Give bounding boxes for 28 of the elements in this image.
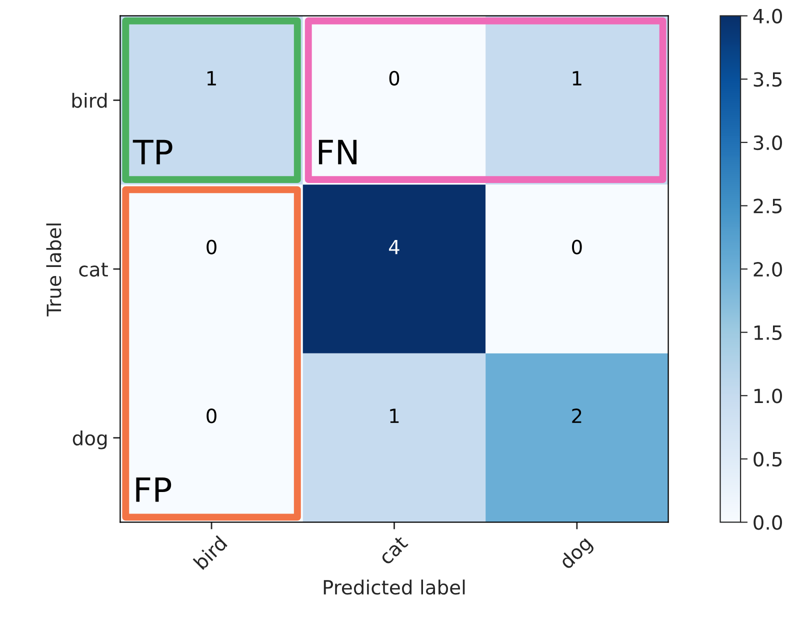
- y-tick-label: dog: [72, 430, 107, 450]
- data-label: 1: [572, 71, 582, 86]
- color-bar-label: 3.0: [754, 135, 782, 150]
- color-bar-label: 0.5: [754, 452, 782, 467]
- x-axis-title: Predicted label: [324, 580, 465, 595]
- y-tick-label: bird: [72, 92, 107, 108]
- data-label: 4: [388, 240, 400, 254]
- color-bar-label: 1.0: [754, 388, 782, 404]
- color-bar-label: 1.5: [754, 326, 782, 340]
- x-tick-label: dog: [558, 535, 596, 572]
- y-axis-title: True label: [46, 224, 62, 316]
- annotation: FP: [136, 477, 172, 502]
- y-tick-label: cat: [79, 262, 108, 277]
- color-bar-label: 2.0: [754, 262, 782, 277]
- data-label: 0: [206, 240, 216, 254]
- data-label: 1: [390, 408, 399, 423]
- data-label: 1: [207, 71, 216, 86]
- color-bar-label: 0.0: [754, 515, 782, 530]
- annotation: TP: [132, 140, 172, 164]
- color-bar-label: 3.5: [754, 72, 782, 87]
- x-tick-label: cat: [378, 535, 409, 566]
- annotation: FN: [318, 140, 356, 164]
- data-label: 2: [572, 408, 582, 423]
- color-bar-label: 4.0: [753, 8, 782, 24]
- data-label: 0: [572, 240, 582, 254]
- color-bar-label: 2.5: [754, 198, 782, 214]
- data-label: 0: [389, 70, 400, 86]
- data-label: 0: [206, 408, 216, 424]
